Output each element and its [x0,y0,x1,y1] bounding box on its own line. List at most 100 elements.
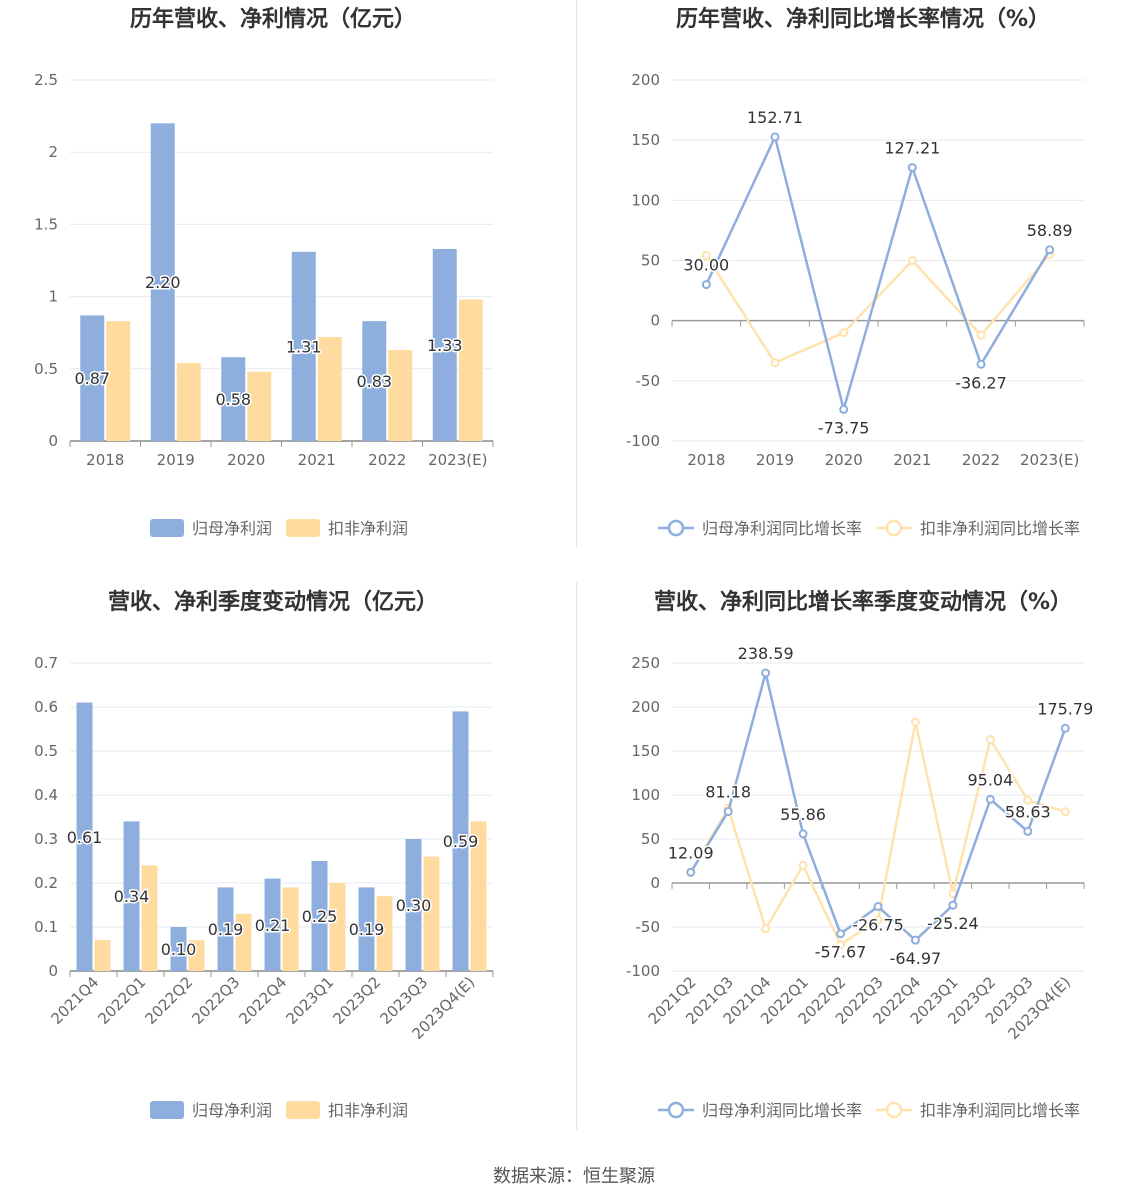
data-label: 0.25 [302,907,338,926]
data-point [910,717,920,727]
bar-归母净利润 [405,839,422,971]
data-label: 0.19 [208,920,244,939]
x-tick-label: 2022 [368,451,406,469]
bar-归母净利润 [150,123,175,441]
bar-扣非净利润 [94,940,111,971]
legend-swatch [286,519,320,537]
data-point [907,163,917,173]
legend-swatch [150,1101,184,1119]
y-tick-label: 50 [641,830,660,848]
data-point [701,280,711,290]
chart-title: 历年营收、净利同比增长率情况（%） [676,6,1050,32]
data-point [701,251,711,261]
y-tick-label: -50 [636,372,661,390]
bar-归母净利润 [311,861,328,971]
data-label: 0.87 [74,369,110,388]
bar-归母净利润 [80,315,105,441]
data-point [836,940,846,950]
panel-quarterly-growth: 营收、净利同比增长率季度变动情况（%） -100 -50 0 50 100 150 200 25… [574,580,1148,1160]
y-tick-label: 100 [631,786,660,804]
y-tick-label: 0.3 [34,830,58,848]
chart-title: 历年营收、净利情况（亿元） [130,6,416,32]
y-tick-label: 0.4 [34,786,58,804]
chart-annual-growth: 历年营收、净利同比增长率情况（%） -100 -50 0 50 100 150 200 2018… [626,6,1085,538]
x-tick-label: 2022 [962,451,1000,469]
x-tick-label: 2021 [298,451,336,469]
panel-annual-profit: 历年营收、净利情况（亿元） 0 0.5 1 1.5 2 2.5 2018 2019 2020 202… [0,0,574,580]
x-tick-label: 2022Q1 [95,973,150,1028]
x-tick-label: 2021Q4 [48,973,103,1028]
data-point [761,668,771,678]
bar-归母净利润 [362,321,387,441]
chart-title: 营收、净利同比增长率季度变动情况（%） [654,589,1072,615]
data-label: 0.58 [215,390,251,409]
data-point [948,900,958,910]
data-label: 81.18 [705,783,751,802]
data-point [1060,723,1070,733]
chart-quarterly-growth: 营收、净利同比增长率季度变动情况（%） -100 -50 0 50 100 150 200 25… [626,589,1095,1120]
data-label: 12.09 [668,843,714,862]
legend-label: 扣非净利润 [328,1101,408,1120]
bar-归母净利润 [221,357,246,441]
x-tick-label: 2018 [86,451,124,469]
legend-marker [885,519,903,537]
data-label: 58.89 [1027,221,1073,240]
data-point [798,860,808,870]
y-tick-label: 1 [48,288,58,306]
bar-扣非净利润 [423,856,440,971]
series-line-归母净利润同比增长率 [705,135,1051,411]
data-point [839,328,849,338]
x-tick-label: 2019 [756,451,794,469]
bar-扣非净利润 [235,913,252,971]
legend-label: 归母净利润同比增长率 [702,1101,862,1120]
chart-quarterly-profit: 营收、净利季度变动情况（亿元） 0 0.1 0.2 0.3 0.4 0.5 0.6 0.7 202… [34,589,494,1120]
data-label: 0.34 [114,887,150,906]
data-point [686,867,696,877]
divider-bottom [576,582,577,1130]
data-label: 238.59 [738,644,794,663]
data-label: 0.61 [67,828,103,847]
bar-归母净利润 [123,821,140,971]
y-tick-label: 0.6 [34,698,58,716]
data-label: 0.19 [349,920,385,939]
bar-扣非净利润 [176,363,201,441]
bar-扣非净利润 [317,337,342,441]
data-point [976,330,986,340]
bar-归母净利润 [358,887,375,971]
data-point [1045,245,1055,255]
y-tick-label: 0.5 [34,742,58,760]
bar-归母净利润 [264,878,281,971]
bar-扣非净利润 [141,865,158,971]
x-tick-label: 2023Q1 [283,973,338,1028]
legend-label: 归母净利润 [192,519,272,538]
x-tick-label: 2023Q2 [330,973,385,1028]
data-label: 1.31 [286,337,322,356]
bar-归母净利润 [432,248,457,441]
data-label: -57.67 [815,943,867,962]
y-tick-label: -100 [626,432,660,450]
y-tick-label: 2 [48,143,58,161]
data-label: 152.71 [747,108,803,127]
y-tick-label: 0 [650,874,660,892]
data-label: -73.75 [818,418,870,437]
y-tick-label: 0.1 [34,918,58,936]
bar-归母净利润 [291,251,316,441]
legend-label: 扣非净利润同比增长率 [920,1101,1080,1120]
data-point [761,924,771,934]
y-tick-label: -50 [636,918,661,936]
data-point [770,132,780,142]
x-tick-label: 2020 [227,451,265,469]
bar-扣非净利润 [470,821,487,971]
data-point [1023,795,1033,805]
y-tick-label: 0 [650,312,660,330]
data-point [723,807,733,817]
x-tick-label: 2021 [893,451,931,469]
x-tick-label: 2019 [157,451,195,469]
data-label: 175.79 [1037,699,1093,718]
y-tick-label: 100 [631,191,660,209]
bar-扣非净利润 [188,940,205,971]
data-label: 55.86 [780,805,826,824]
legend-label: 归母净利润同比增长率 [702,519,862,538]
y-tick-label: 250 [631,654,660,672]
bar-归母净利润 [452,711,469,971]
